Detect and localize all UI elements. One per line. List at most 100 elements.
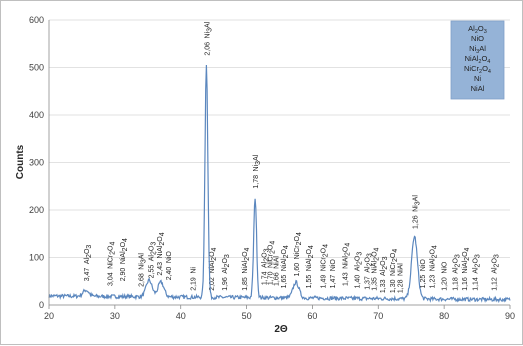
phase-text: O	[355, 255, 362, 261]
x-tick-label: 20	[44, 311, 54, 321]
y-tick-label: 0	[39, 300, 44, 310]
peak-label: 1,14 Al2O3	[472, 254, 481, 291]
phase-text: Al	[413, 195, 420, 202]
peak-label: 1,35 NiAl2O4	[372, 247, 381, 290]
phase-text: O	[306, 249, 313, 255]
legend-text: Al	[479, 44, 486, 53]
phase-text: Ni	[204, 31, 211, 38]
phase-text: Al	[453, 267, 460, 274]
peak-label: 1,18 Al2O3	[453, 254, 462, 291]
d-spacing: 1,55	[306, 271, 313, 288]
x-tick-label: 90	[505, 311, 515, 321]
legend-entry: NiO	[471, 34, 484, 43]
peak-label: 2,43 NiAl2O4	[157, 232, 166, 275]
phase-subscript: 2	[264, 258, 271, 262]
phase-subscript: 2	[283, 254, 290, 258]
x-tick-label: 70	[373, 311, 383, 321]
phase-text: NiAl	[242, 260, 249, 273]
d-spacing: 1,16	[462, 274, 469, 291]
peak-label: 1,30 NiCr2O4	[390, 249, 399, 293]
legend-text: O	[481, 54, 487, 63]
phase-text: NiO	[442, 261, 449, 274]
d-spacing: 2,40	[166, 263, 173, 280]
phase-text: O	[294, 235, 301, 241]
d-spacing: 3,04	[108, 269, 115, 286]
phase-subscript: 3	[86, 245, 93, 249]
phase-text: Al	[355, 265, 362, 272]
phase-subscript: 2	[366, 262, 373, 266]
d-spacing: 1,49	[320, 271, 327, 288]
phase-subscript: 2	[308, 254, 315, 258]
phase-text: NiAl	[281, 258, 288, 271]
phase-text: O	[157, 236, 164, 242]
phase-subscript: 3	[382, 256, 389, 260]
d-spacing: 1,43	[343, 269, 350, 286]
peak-label: 1,26 Ni3Al	[413, 195, 422, 229]
d-spacing: 1,26	[413, 212, 420, 229]
phase-subscript: 3	[366, 253, 373, 257]
peak-label: 1,33 Al2O3	[380, 256, 389, 293]
peak-label: 1,78 Ni3Al	[253, 154, 262, 188]
phase-subscript: 4	[374, 247, 381, 251]
peak-label: 1,12 Al2O3	[492, 254, 501, 291]
phase-text: O	[242, 251, 249, 257]
legend-entry: NiCr2O4	[464, 64, 491, 75]
phase-text: Al	[148, 255, 155, 262]
phase-text: O	[430, 249, 437, 255]
phase-subscript: 2	[110, 251, 117, 255]
x-tick-label: 40	[176, 311, 186, 321]
phase-text: NiCr	[294, 245, 301, 260]
phase-text: NiAl	[120, 251, 127, 264]
phase-text: O	[453, 258, 460, 264]
phase-text: Al	[253, 154, 260, 161]
gridlines	[49, 19, 510, 306]
phase-text: NiCr	[320, 257, 327, 272]
legend-text: NiAl	[465, 54, 479, 63]
phase-subscript: 4	[345, 243, 352, 247]
peak-label: 2,19 Ni	[191, 267, 198, 291]
phase-text: NiO	[166, 251, 173, 264]
phase-text: Al	[139, 253, 146, 260]
phase-subscript: 2	[357, 261, 364, 265]
legend-text: Al	[468, 24, 475, 33]
d-spacing: 1,74	[262, 268, 269, 285]
phase-text: O	[222, 258, 229, 264]
phase-text: NiAl	[462, 260, 469, 273]
phase-subscript: 3	[141, 259, 148, 263]
peak-label: 2,55 Al2O3	[148, 242, 157, 279]
phase-subscript: 4	[322, 244, 329, 248]
d-spacing: 1,33	[380, 276, 387, 293]
phase-text: Al	[84, 258, 91, 265]
peak-label: 1,23 NiAl2O4	[430, 245, 439, 288]
phase-text: NiAl	[306, 258, 313, 271]
phase-subscript: 2	[150, 251, 157, 255]
peak-label: 1,85 NiAl2O4	[242, 247, 251, 290]
legend-text: O	[478, 24, 484, 33]
d-spacing: 2,02	[209, 274, 216, 291]
peak-label: 1,66 NiAl	[274, 256, 281, 286]
phase-subscript: 4	[296, 232, 303, 236]
phase-text: NiAl	[209, 260, 216, 273]
peak-label: 2,40 NiO	[166, 251, 173, 281]
peak-label: 1,49 NiCr2O4	[320, 244, 329, 288]
phase-text: O	[209, 251, 216, 257]
d-spacing: 1,25	[420, 271, 427, 288]
phase-text: Ni	[191, 267, 198, 274]
peak-label: 2,06 Ni3Al	[204, 21, 213, 55]
phase-subscript: 3	[357, 252, 364, 256]
x-tick-label: 30	[110, 311, 120, 321]
legend-text: NiO	[471, 34, 484, 43]
peak-label: 1,40 Al2O3	[355, 252, 364, 289]
phase-text: O	[492, 258, 499, 264]
phase-subscript: 2	[224, 263, 231, 267]
d-spacing: 1,14	[472, 274, 479, 291]
phase-subscript: 2	[296, 241, 303, 245]
peak-label: 1,25 NiO	[420, 259, 427, 289]
phase-text: O	[462, 251, 469, 257]
peak-label: 2,02 NiAl2O4	[209, 247, 218, 290]
phase-text: Ni	[413, 205, 420, 212]
peak-label: 2,68 Ni3Al	[139, 253, 148, 287]
